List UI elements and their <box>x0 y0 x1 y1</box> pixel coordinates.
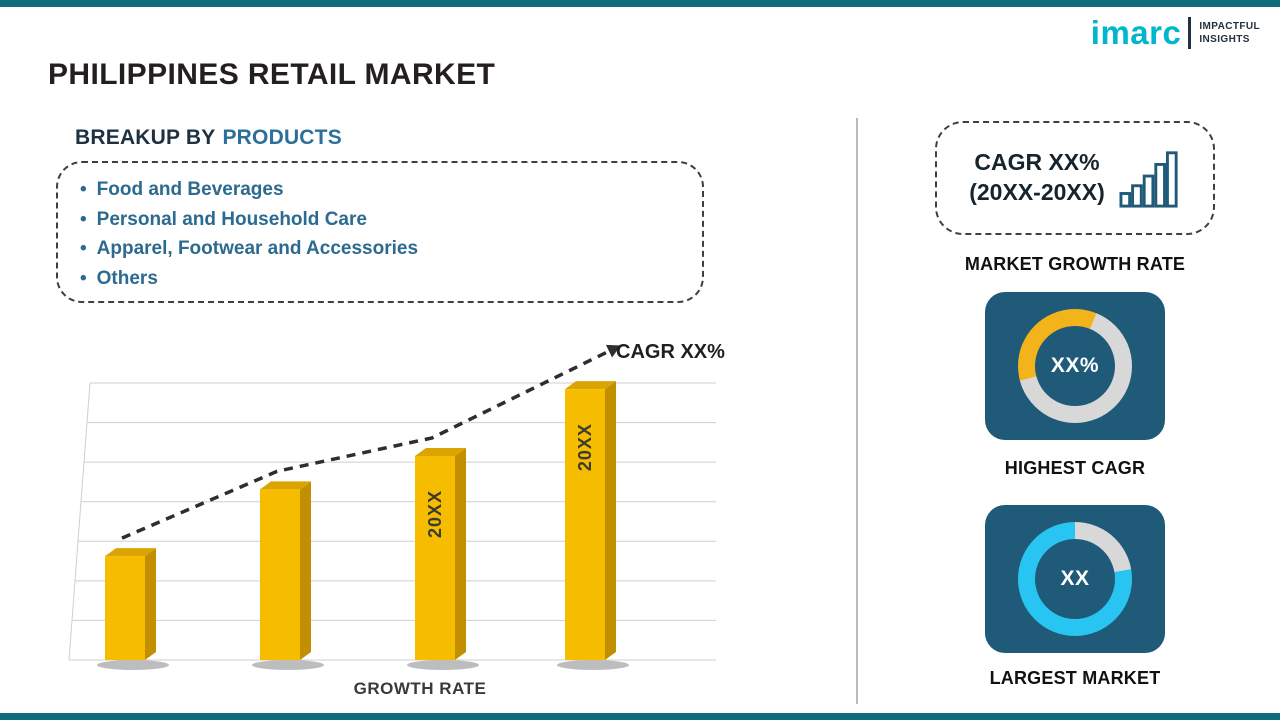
breakup-item: Others <box>80 264 684 294</box>
breakup-heading-prefix: BREAKUP BY <box>75 126 216 149</box>
top-accent-bar <box>0 0 1280 7</box>
largest-market-caption: LARGEST MARKET <box>989 668 1161 688</box>
breakup-list: Food and Beverages Personal and Househol… <box>80 175 684 293</box>
logo-divider <box>1188 16 1192 49</box>
cagr-trend-label: CAGR XX% <box>616 341 725 363</box>
logo-tagline: IMPACTFUL INSIGHTS <box>1199 20 1260 46</box>
logo-wordmark: imarc <box>1090 14 1182 51</box>
bottom-accent-bar <box>0 713 1280 720</box>
highest-cagr-card: XX% <box>985 292 1165 440</box>
bar-chart-icon <box>1119 151 1178 208</box>
section-divider <box>856 118 858 704</box>
logo-tagline-line1: IMPACTFUL <box>1199 20 1260 32</box>
highest-cagr-value: XX% <box>1050 354 1100 377</box>
market-growth-caption: MARKET GROWTH RATE <box>964 254 1186 274</box>
breakup-products-box: Food and Beverages Personal and Househol… <box>56 161 704 303</box>
svg-text:20XX: 20XX <box>575 423 595 471</box>
largest-market-donut: XX <box>1018 522 1132 636</box>
imarc-logo: imarc IMPACTFUL INSIGHTS <box>1091 16 1260 49</box>
breakup-heading: BREAKUP BY PRODUCTS <box>75 126 342 150</box>
chart-x-axis-label: GROWTH RATE <box>353 679 487 698</box>
cagr-period-line: (20XX-20XX) <box>969 179 1105 205</box>
growth-rate-chart: 20XX 20XX CAGR XX% GROWTH RATE <box>60 333 750 715</box>
market-growth-card: CAGR XX% (20XX-20XX) <box>935 121 1215 235</box>
breakup-item: Apparel, Footwear and Accessories <box>80 234 684 264</box>
largest-market-value: XX <box>1060 567 1090 590</box>
highest-cagr-donut: XX% <box>1018 309 1132 423</box>
highest-cagr-caption: HIGHEST CAGR <box>1004 458 1146 478</box>
breakup-item: Personal and Household Care <box>80 205 684 235</box>
market-growth-card-text: CAGR XX% (20XX-20XX) <box>969 148 1105 208</box>
bar-chart-svg: 20XX 20XX <box>68 344 716 670</box>
largest-market-card: XX <box>985 505 1165 653</box>
logo-tagline-line2: INSIGHTS <box>1199 33 1250 45</box>
svg-text:20XX: 20XX <box>425 490 445 538</box>
cagr-value-line: CAGR XX% <box>974 149 1100 176</box>
page-title: PHILIPPINES RETAIL MARKET <box>48 58 496 91</box>
breakup-heading-highlight: PRODUCTS <box>222 126 342 149</box>
breakup-item: Food and Beverages <box>80 175 684 205</box>
